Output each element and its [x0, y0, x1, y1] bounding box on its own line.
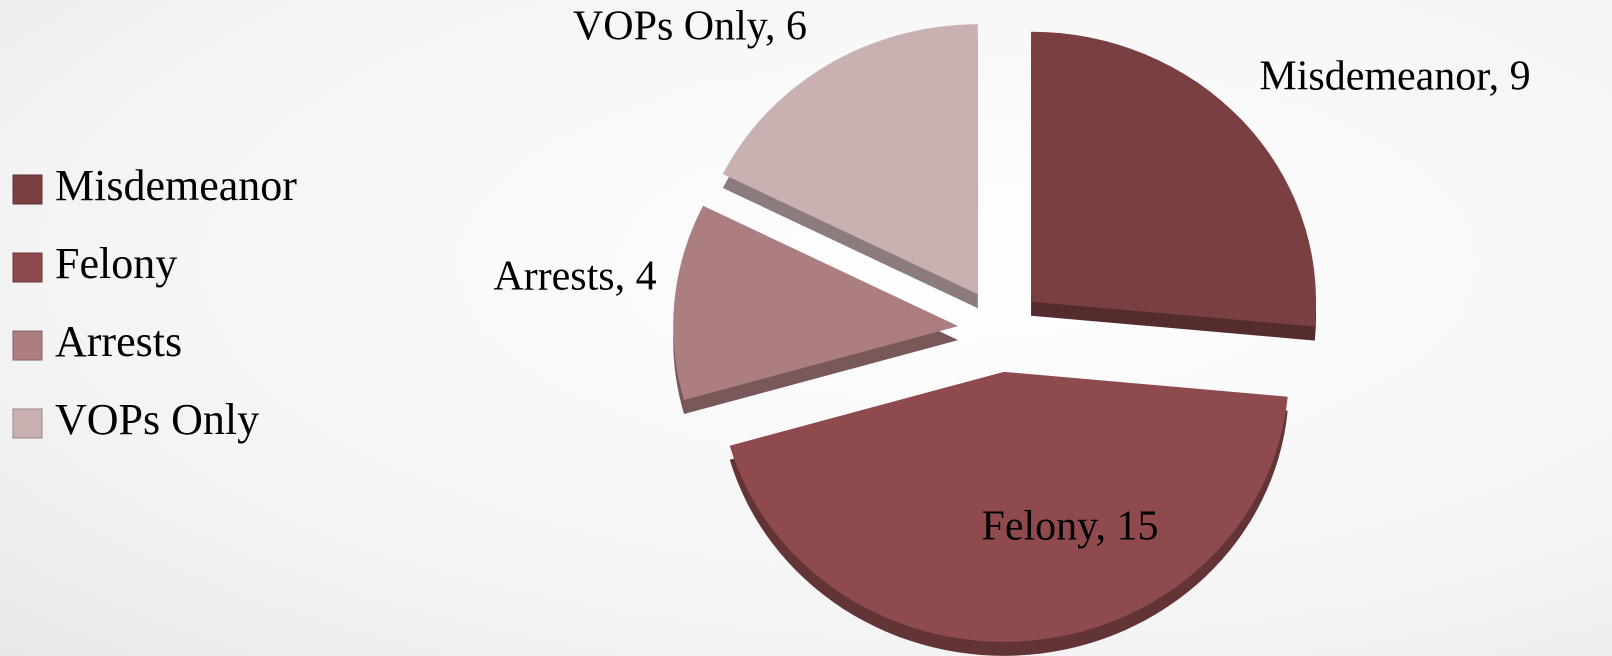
slice — [673, 205, 959, 401]
data-label: Arrests, 4 — [493, 254, 656, 300]
data-label: VOPs Only, 6 — [573, 4, 807, 50]
legend-label: VOPs Only — [55, 395, 259, 444]
slice — [729, 371, 1288, 642]
slice — [722, 24, 978, 295]
legend-label: Felony — [55, 239, 177, 288]
legend-swatch — [12, 330, 43, 361]
legend-swatch — [12, 252, 43, 283]
legend-swatch — [12, 408, 43, 439]
legend-label: Arrests — [55, 317, 182, 366]
legend-swatch — [12, 174, 43, 205]
legend-label: Misdemeanor — [55, 161, 297, 210]
data-label: Felony, 15 — [982, 504, 1159, 550]
slice — [1031, 31, 1317, 327]
data-label: Misdemeanor, 9 — [1259, 54, 1530, 100]
